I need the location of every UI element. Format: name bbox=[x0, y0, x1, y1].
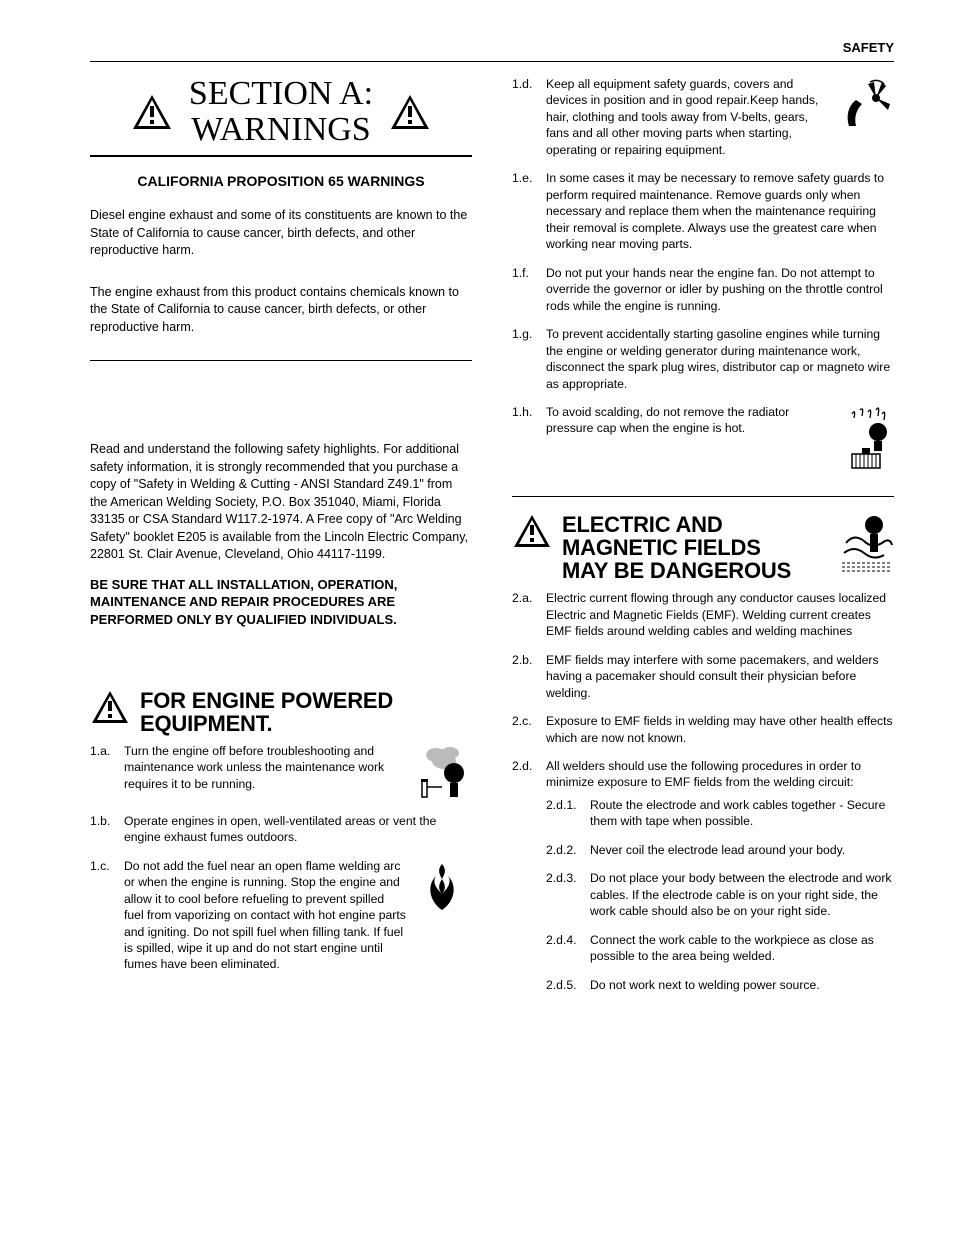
item-number: 1.a. bbox=[90, 743, 124, 759]
fumes-icon bbox=[412, 743, 472, 801]
item-text: Route the electrode and work cables toge… bbox=[590, 797, 894, 830]
section-a-title-line2: WARNINGS bbox=[189, 112, 373, 148]
section-a-head: SECTION A: WARNINGS bbox=[90, 76, 472, 157]
item-number: 1.f. bbox=[512, 265, 546, 281]
item-text: Turn the engine off before troubleshooti… bbox=[124, 743, 406, 792]
warning-triangle-icon bbox=[389, 93, 431, 131]
item-number: 2.a. bbox=[512, 590, 546, 606]
item-number: 2.b. bbox=[512, 652, 546, 668]
warning-triangle-icon bbox=[512, 513, 552, 549]
engine-item-1f: 1.f. Do not put your hands near the engi… bbox=[512, 265, 894, 314]
item-text: Connect the work cable to the workpiece … bbox=[590, 932, 894, 965]
engine-section-banner: FOR ENGINE POWERED EQUIPMENT. bbox=[90, 689, 472, 735]
engine-item-1h: 1.h. To avoid scalding, do not remove th… bbox=[512, 404, 894, 472]
radiator-steam-icon bbox=[834, 404, 894, 472]
item-text: Electric current flowing through any con… bbox=[546, 590, 894, 639]
item-text: All welders should use the following pro… bbox=[546, 758, 894, 791]
item-number: 1.g. bbox=[512, 326, 546, 342]
item-number: 1.e. bbox=[512, 170, 546, 186]
engine-item-1d: 1.d. Keep all equipment safety guards, c… bbox=[512, 76, 894, 158]
emf-item-2c: 2.c. Exposure to EMF fields in welding m… bbox=[512, 713, 894, 746]
emf-sub-2d5: 2.d.5. Do not work next to welding power… bbox=[546, 977, 894, 993]
item-text: Never coil the electrode lead around you… bbox=[590, 842, 894, 858]
item-number: 1.c. bbox=[90, 858, 124, 874]
item-text: Exposure to EMF fields in welding may ha… bbox=[546, 713, 894, 746]
emf-item-2a: 2.a. Electric current flowing through an… bbox=[512, 590, 894, 639]
item-number: 2.d.2. bbox=[546, 842, 590, 858]
engine-section-title: FOR ENGINE POWERED EQUIPMENT. bbox=[140, 689, 472, 735]
prop65-para-1: Diesel engine exhaust and some of its co… bbox=[90, 207, 472, 260]
item-number: 2.d.4. bbox=[546, 932, 590, 948]
item-number: 1.b. bbox=[90, 813, 124, 829]
flame-icon bbox=[412, 858, 472, 916]
hand-fan-icon bbox=[834, 76, 894, 134]
item-number: 2.d.5. bbox=[546, 977, 590, 993]
engine-item-1b: 1.b. Operate engines in open, well-venti… bbox=[90, 813, 472, 846]
item-number: 2.c. bbox=[512, 713, 546, 729]
divider bbox=[90, 360, 472, 361]
emf-section-title: ELECTRIC AND MAGNETIC FIELDS MAY BE DANG… bbox=[562, 513, 792, 582]
prop65-para-2: The engine exhaust from this product con… bbox=[90, 284, 472, 337]
emf-item-2b: 2.b. EMF fields may interfere with some … bbox=[512, 652, 894, 701]
warning-triangle-icon bbox=[90, 689, 130, 725]
safety-intro: Read and understand the following safety… bbox=[90, 441, 472, 564]
item-number: 2.d.1. bbox=[546, 797, 590, 813]
item-text: Operate engines in open, well-ventilated… bbox=[124, 813, 472, 846]
engine-item-1e: 1.e. In some cases it may be necessary t… bbox=[512, 170, 894, 252]
warning-triangle-icon bbox=[131, 93, 173, 131]
item-number: 2.d.3. bbox=[546, 870, 590, 886]
item-number: 2.d. bbox=[512, 758, 546, 774]
engine-item-1g: 1.g. To prevent accidentally starting ga… bbox=[512, 326, 894, 392]
emf-item-2d: 2.d. All welders should use the followin… bbox=[512, 758, 894, 791]
qualified-individuals-note: BE SURE THAT ALL INSTALLATION, OPERATION… bbox=[90, 576, 472, 629]
page-header: SAFETY bbox=[90, 40, 894, 62]
left-column: SECTION A: WARNINGS CALIFORNIA PROPOSITI… bbox=[90, 76, 472, 1005]
item-text: In some cases it may be necessary to rem… bbox=[546, 170, 894, 252]
item-text: Do not work next to welding power source… bbox=[590, 977, 894, 993]
emf-sub-2d2: 2.d.2. Never coil the electrode lead aro… bbox=[546, 842, 894, 858]
emf-cable-icon bbox=[834, 513, 894, 579]
item-number: 1.h. bbox=[512, 404, 546, 420]
item-text: To avoid scalding, do not remove the rad… bbox=[546, 404, 828, 437]
item-number: 1.d. bbox=[512, 76, 546, 92]
item-text: Do not put your hands near the engine fa… bbox=[546, 265, 894, 314]
right-column: 1.d. Keep all equipment safety guards, c… bbox=[512, 76, 894, 1005]
item-text: EMF fields may interfere with some pacem… bbox=[546, 652, 894, 701]
item-text: To prevent accidentally starting gasolin… bbox=[546, 326, 894, 392]
emf-sub-2d4: 2.d.4. Connect the work cable to the wor… bbox=[546, 932, 894, 965]
section-a-title: SECTION A: WARNINGS bbox=[189, 76, 373, 147]
emf-sublist: 2.d.1. Route the electrode and work cabl… bbox=[546, 797, 894, 993]
prop65-heading: CALIFORNIA PROPOSITION 65 WARNINGS bbox=[90, 173, 472, 189]
emf-sub-2d1: 2.d.1. Route the electrode and work cabl… bbox=[546, 797, 894, 830]
emf-sub-2d3: 2.d.3. Do not place your body between th… bbox=[546, 870, 894, 919]
engine-item-1c: 1.c. Do not add the fuel near an open fl… bbox=[90, 858, 472, 973]
item-text: Do not add the fuel near an open flame w… bbox=[124, 858, 406, 973]
emf-section-banner: ELECTRIC AND MAGNETIC FIELDS MAY BE DANG… bbox=[512, 496, 894, 582]
section-a-title-line1: SECTION A: bbox=[189, 76, 373, 112]
item-text: Do not place your body between the elect… bbox=[590, 870, 894, 919]
item-text: Keep all equipment safety guards, covers… bbox=[546, 76, 828, 158]
engine-item-1a: 1.a. Turn the engine off before troubles… bbox=[90, 743, 472, 801]
